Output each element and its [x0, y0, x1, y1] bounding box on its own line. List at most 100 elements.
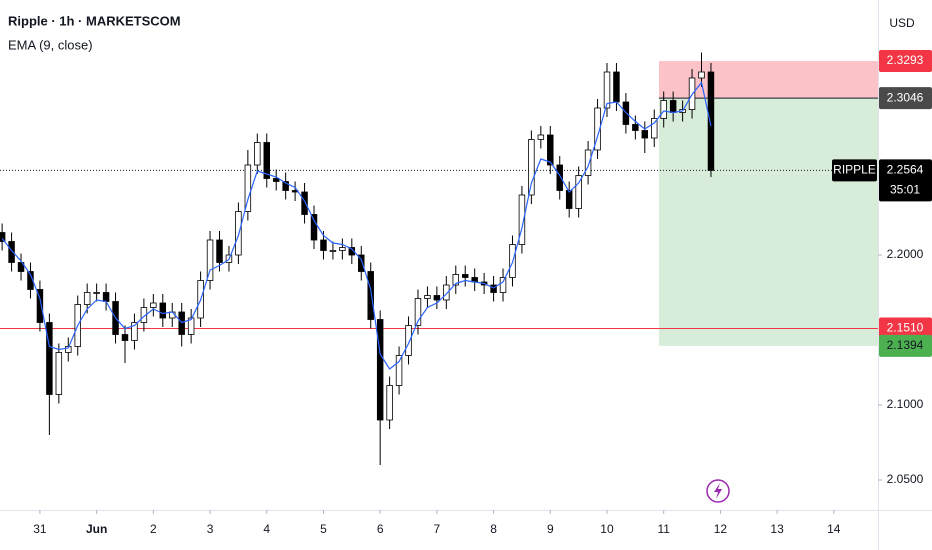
price-label-bg — [879, 159, 932, 202]
candle-body — [46, 322, 53, 395]
indicator-legend: EMA (9, close) — [8, 37, 93, 52]
candle-body — [206, 239, 214, 281]
candle-body — [669, 100, 677, 113]
entry-label-bg — [879, 87, 932, 110]
alert-bolt[interactable] — [714, 483, 722, 499]
candle-body — [405, 325, 412, 356]
candle-body — [339, 247, 346, 251]
symbol-label: RIPPLE — [833, 163, 876, 177]
candle-body — [272, 178, 280, 182]
level-label: 2.1510 — [887, 321, 924, 335]
x-tick-label: 2 — [150, 522, 157, 536]
candle-body — [575, 175, 582, 209]
candle-body — [55, 352, 63, 395]
candle-body — [244, 164, 252, 212]
candle-body — [632, 124, 639, 131]
candle-body — [660, 100, 667, 119]
candle-body — [376, 319, 384, 421]
x-tick-label: 14 — [827, 522, 841, 536]
candle-body — [348, 247, 356, 256]
candle-body — [613, 71, 620, 103]
candle-body — [121, 334, 129, 341]
candle-body — [216, 239, 223, 263]
candle-body — [159, 302, 167, 319]
candle-body — [282, 181, 289, 191]
candle-body — [254, 142, 261, 166]
candle-body — [178, 311, 185, 335]
candle-body — [358, 254, 365, 272]
alert-circle[interactable] — [706, 479, 730, 503]
entry-label: 2.3046 — [887, 90, 924, 104]
candle-body — [301, 191, 308, 215]
level-label-bg — [879, 317, 932, 340]
candle-body — [584, 149, 592, 176]
candle-body — [651, 118, 658, 139]
x-tick-label: 31 — [33, 522, 47, 536]
candle-body — [594, 107, 601, 151]
y-tick-label: 2.0500 — [887, 472, 924, 486]
x-tick-label: 8 — [490, 522, 497, 536]
target-zone — [658, 98, 878, 346]
candle-body — [433, 295, 441, 301]
x-tick-label: 10 — [600, 522, 614, 536]
candle-body — [36, 289, 44, 323]
candle-body — [518, 194, 526, 245]
candle-body — [499, 277, 507, 293]
symbol-label-bg — [832, 159, 877, 182]
candle-body — [547, 134, 554, 166]
target-label-bg — [879, 334, 932, 357]
candle-body — [131, 322, 138, 341]
candle-body — [263, 142, 270, 179]
candle-body — [386, 385, 393, 421]
stop-label: 2.3293 — [887, 53, 924, 67]
x-tick-label: 11 — [657, 522, 670, 536]
price-label: 2.2564 — [887, 163, 924, 177]
candle-body — [93, 292, 100, 294]
ema-line — [1, 81, 712, 370]
candle-body — [443, 284, 450, 301]
candle-body — [17, 262, 25, 272]
y-tick-label: 2.2000 — [887, 247, 924, 261]
candle-body — [528, 139, 535, 196]
candle-body — [414, 298, 422, 326]
x-tick-label: 7 — [434, 522, 441, 536]
x-tick-label: 9 — [547, 522, 554, 536]
candle-body — [329, 250, 337, 252]
candle-body — [187, 317, 195, 335]
candle-body — [367, 271, 374, 320]
candle-body — [707, 71, 715, 171]
x-tick-label: Jun — [86, 522, 107, 536]
chart-title: Ripple · 1h · MARKETSCOM — [8, 13, 181, 28]
stop-zone — [658, 61, 878, 99]
candle-body — [320, 239, 327, 251]
candle-body — [565, 190, 573, 209]
candle-body — [0, 232, 6, 242]
target-label: 2.1394 — [887, 338, 924, 352]
y-tick-label: 2.1000 — [887, 397, 924, 411]
candle-body — [490, 284, 497, 293]
x-tick-label: 6 — [377, 522, 384, 536]
candle-body — [102, 292, 110, 302]
x-tick-label: 4 — [263, 522, 270, 536]
candle-body — [452, 274, 460, 286]
candle-body — [603, 71, 611, 109]
candle-body — [537, 134, 545, 140]
x-tick-label: 13 — [770, 522, 784, 536]
candle-body — [461, 274, 469, 278]
candle-body — [556, 164, 563, 191]
candle-body — [8, 241, 15, 263]
plot-area — [0, 52, 878, 465]
candle-body — [395, 355, 403, 386]
candle-body — [698, 71, 705, 79]
x-tick-label: 3 — [207, 522, 214, 536]
candle-body — [641, 130, 649, 139]
candle-body — [150, 302, 157, 308]
x-tick-label: 12 — [714, 522, 728, 536]
candle-body — [310, 214, 318, 241]
alert-icon[interactable] — [706, 479, 730, 503]
stop-label-bg — [879, 50, 932, 73]
candle-body — [424, 295, 431, 299]
currency-label: USD — [889, 16, 915, 30]
